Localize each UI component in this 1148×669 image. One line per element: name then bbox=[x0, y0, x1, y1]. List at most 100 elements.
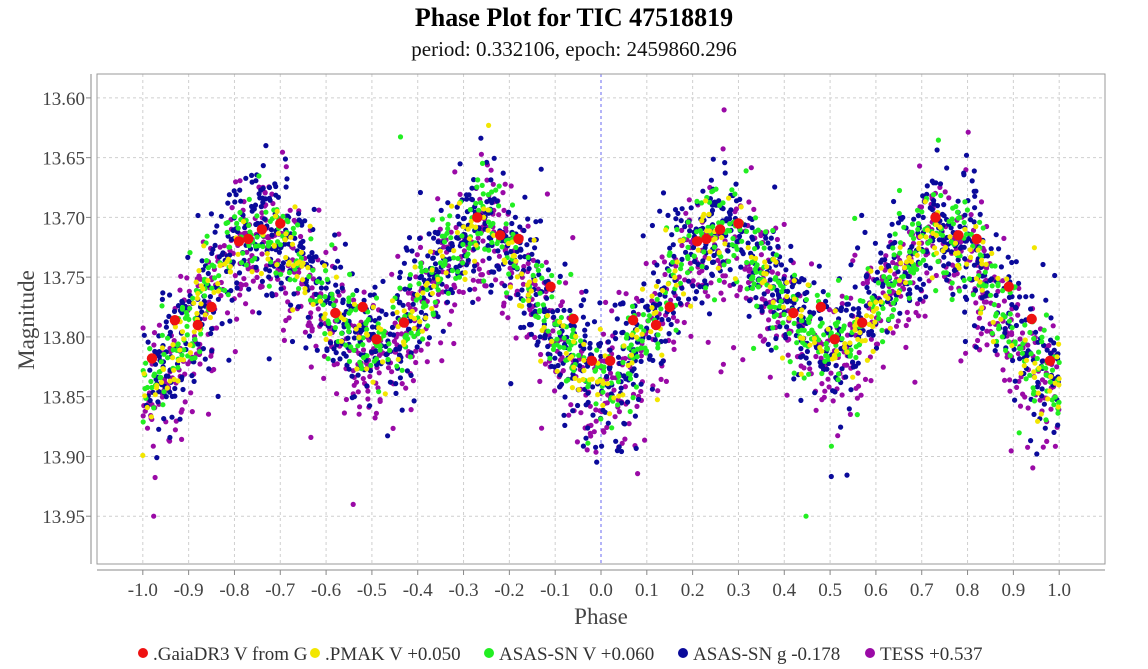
data-point bbox=[308, 434, 314, 440]
data-point bbox=[491, 155, 497, 161]
data-point bbox=[384, 351, 390, 357]
data-point bbox=[967, 247, 973, 253]
data-point bbox=[666, 331, 672, 337]
data-point bbox=[234, 280, 240, 286]
data-point bbox=[276, 249, 282, 255]
data-point bbox=[679, 242, 685, 249]
data-point bbox=[451, 340, 457, 347]
data-point bbox=[475, 235, 481, 241]
data-point bbox=[953, 250, 959, 257]
data-point bbox=[626, 345, 632, 351]
x-tick-label: -0.9 bbox=[174, 580, 204, 601]
data-point bbox=[800, 353, 806, 359]
data-point bbox=[935, 137, 942, 143]
data-point bbox=[672, 274, 678, 280]
data-point bbox=[873, 345, 880, 351]
data-point bbox=[195, 341, 201, 347]
chart-title: Phase Plot for TIC 47518819 bbox=[415, 3, 733, 32]
data-point bbox=[677, 300, 684, 307]
data-point bbox=[830, 388, 836, 394]
data-point bbox=[517, 224, 523, 230]
data-point bbox=[868, 268, 874, 274]
data-point bbox=[478, 135, 484, 141]
data-point bbox=[1015, 312, 1021, 318]
data-point bbox=[302, 329, 308, 335]
data-point bbox=[140, 413, 146, 419]
data-point bbox=[180, 386, 186, 393]
data-point bbox=[343, 353, 349, 359]
data-point bbox=[725, 248, 731, 254]
data-point bbox=[758, 240, 764, 246]
data-point bbox=[886, 289, 892, 295]
data-point bbox=[330, 296, 336, 302]
data-point bbox=[520, 281, 527, 287]
data-point bbox=[708, 177, 715, 183]
data-point bbox=[161, 351, 167, 357]
data-point bbox=[287, 207, 293, 213]
data-point bbox=[194, 295, 200, 301]
data-point bbox=[538, 351, 544, 358]
data-point bbox=[289, 241, 296, 247]
data-point bbox=[901, 265, 908, 271]
data-point bbox=[244, 249, 250, 255]
data-point bbox=[521, 324, 527, 330]
data-point bbox=[557, 344, 563, 350]
data-point-gaia bbox=[357, 301, 368, 313]
data-point bbox=[699, 200, 705, 206]
data-point bbox=[263, 266, 269, 272]
data-point bbox=[394, 309, 400, 315]
data-point bbox=[152, 474, 158, 481]
data-point bbox=[282, 236, 288, 242]
data-point bbox=[259, 278, 265, 284]
data-point bbox=[266, 356, 272, 362]
data-point bbox=[397, 274, 403, 281]
data-point-gaia bbox=[714, 224, 726, 235]
data-point bbox=[682, 224, 688, 230]
data-point bbox=[418, 309, 424, 315]
data-point bbox=[170, 355, 176, 361]
data-point bbox=[190, 295, 196, 301]
data-point bbox=[273, 192, 279, 198]
data-point bbox=[335, 289, 341, 295]
data-point bbox=[156, 322, 162, 328]
data-point bbox=[427, 249, 434, 255]
data-point bbox=[803, 297, 810, 303]
data-point bbox=[161, 416, 167, 422]
data-point bbox=[915, 213, 922, 219]
data-point bbox=[389, 369, 395, 375]
data-point bbox=[674, 259, 680, 265]
data-point bbox=[726, 258, 732, 264]
data-point bbox=[798, 397, 804, 403]
data-point bbox=[222, 287, 228, 293]
data-point bbox=[489, 239, 495, 246]
data-point bbox=[927, 265, 933, 271]
data-point bbox=[955, 215, 962, 221]
data-point bbox=[929, 275, 935, 281]
data-point bbox=[465, 257, 471, 263]
data-point bbox=[418, 273, 424, 279]
data-point bbox=[835, 433, 841, 439]
data-point bbox=[627, 376, 634, 382]
data-point bbox=[1007, 353, 1013, 359]
data-point bbox=[972, 193, 978, 199]
data-point bbox=[1007, 388, 1013, 394]
data-point bbox=[404, 368, 410, 374]
data-point bbox=[425, 341, 431, 347]
data-point bbox=[438, 207, 444, 213]
data-point bbox=[228, 236, 235, 242]
data-point bbox=[187, 250, 193, 256]
data-point bbox=[614, 316, 620, 322]
data-point bbox=[706, 255, 712, 262]
data-point bbox=[243, 301, 249, 307]
data-point bbox=[781, 221, 787, 227]
data-point bbox=[348, 344, 354, 350]
data-point bbox=[732, 276, 739, 282]
data-point bbox=[191, 300, 197, 306]
data-point bbox=[266, 283, 272, 289]
data-point bbox=[978, 310, 984, 316]
data-point bbox=[372, 318, 378, 324]
data-point bbox=[686, 197, 692, 203]
data-point bbox=[855, 383, 862, 389]
data-point bbox=[295, 222, 301, 228]
data-point-gaia bbox=[829, 334, 840, 345]
